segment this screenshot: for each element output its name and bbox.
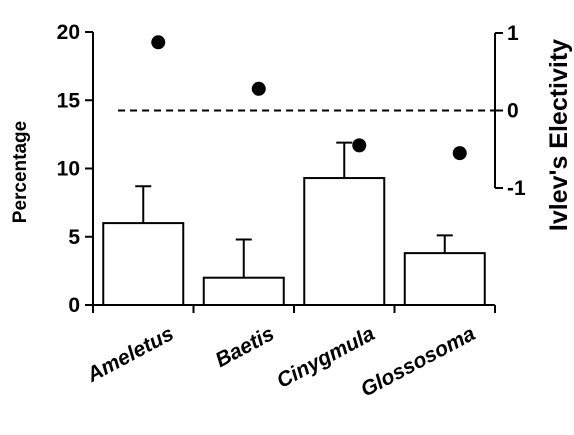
electivity-point bbox=[452, 146, 467, 161]
left-tick-label: 0 bbox=[68, 294, 80, 317]
y-axis-title: Percentage bbox=[10, 121, 31, 223]
left-tick-label: 15 bbox=[57, 89, 81, 112]
y2-axis-title: Ivlev's Electivity bbox=[545, 39, 573, 231]
bar bbox=[202, 276, 285, 307]
right-y-axis: -1 0 1 bbox=[494, 22, 526, 200]
right-tick-label: 1 bbox=[507, 22, 519, 45]
electivity-points bbox=[151, 35, 467, 161]
electivity-point bbox=[352, 138, 367, 153]
bar bbox=[403, 252, 486, 307]
left-y-axis: 0 5 10 15 20 bbox=[57, 21, 94, 317]
category-label: Ameletus bbox=[82, 322, 177, 387]
bar bbox=[303, 177, 386, 306]
left-tick-label: 5 bbox=[68, 226, 80, 249]
electivity-point bbox=[251, 81, 266, 96]
electivity-point bbox=[151, 35, 166, 50]
category-label: Baetis bbox=[212, 322, 278, 372]
bar bbox=[102, 222, 185, 307]
error-bars bbox=[135, 141, 453, 278]
bars bbox=[102, 177, 486, 307]
left-tick-label: 20 bbox=[57, 21, 80, 44]
right-tick-label: -1 bbox=[507, 177, 526, 200]
left-tick-label: 10 bbox=[57, 158, 80, 181]
right-tick-label: 0 bbox=[507, 100, 519, 123]
category-label: Glossosoma bbox=[357, 322, 479, 402]
